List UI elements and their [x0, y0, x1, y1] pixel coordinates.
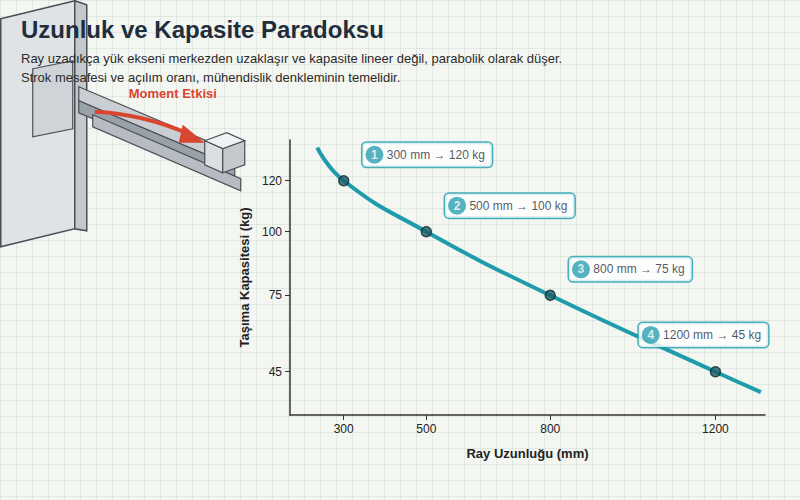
svg-text:Ray uzadıkça yük ekseni merkez: Ray uzadıkça yük ekseni merkezden uzakla…	[21, 51, 562, 66]
svg-text:300: 300	[334, 422, 354, 436]
svg-text:800 mm → 75 kg: 800 mm → 75 kg	[593, 262, 684, 276]
svg-text:Taşıma Kapasitesi (kg): Taşıma Kapasitesi (kg)	[237, 208, 252, 348]
svg-text:1200: 1200	[702, 422, 729, 436]
svg-text:120: 120	[262, 174, 282, 188]
svg-text:3: 3	[578, 262, 585, 276]
svg-text:Ray Uzunluğu (mm): Ray Uzunluğu (mm)	[466, 446, 588, 461]
svg-text:Uzunluk ve Kapasite Paradoksu: Uzunluk ve Kapasite Paradoksu	[21, 16, 384, 43]
svg-text:4: 4	[647, 328, 654, 342]
svg-text:100: 100	[262, 225, 282, 239]
svg-text:500: 500	[416, 422, 436, 436]
svg-text:800: 800	[540, 422, 560, 436]
svg-text:Moment Etkisi: Moment Etkisi	[129, 86, 217, 101]
svg-text:1200 mm → 45 kg: 1200 mm → 45 kg	[663, 328, 761, 342]
svg-text:500 mm → 100 kg: 500 mm → 100 kg	[469, 199, 567, 213]
svg-text:1: 1	[371, 148, 378, 162]
svg-text:2: 2	[454, 199, 461, 213]
svg-text:45: 45	[269, 365, 283, 379]
svg-text:300 mm → 120 kg: 300 mm → 120 kg	[387, 148, 485, 162]
svg-text:75: 75	[269, 288, 283, 302]
svg-text:Strok mesafesi ve açılım oranı: Strok mesafesi ve açılım oranı, mühendis…	[21, 70, 400, 85]
